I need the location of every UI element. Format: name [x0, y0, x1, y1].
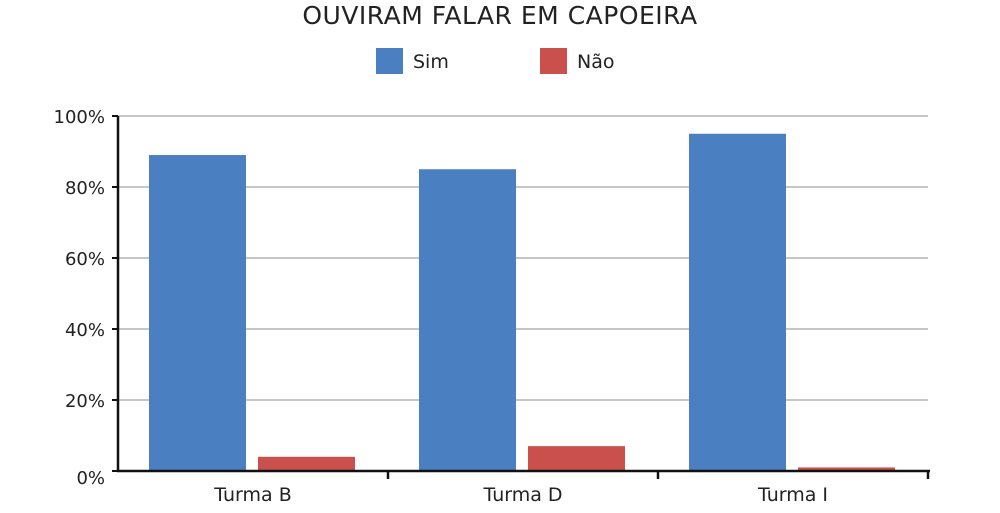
axes	[116, 116, 930, 473]
bar-turma-i-sim	[689, 133, 786, 471]
x-tick-label-turma-b: Turma B	[213, 484, 291, 506]
legend: Sim Não	[376, 48, 614, 74]
bar-turma-b-nao	[258, 456, 355, 471]
bar-turma-d-sim	[419, 169, 516, 471]
y-tick-label-40: 40%	[65, 320, 105, 341]
bar-turma-b-sim	[149, 155, 246, 472]
y-tick-label-60: 60%	[65, 249, 105, 270]
y-tick-label-80: 80%	[65, 178, 105, 199]
legend-swatch-sim	[376, 48, 403, 74]
y-axis-ticks: 0% 20% 40% 60% 80% 100%	[54, 107, 118, 489]
x-axis-ticks: Turma B Turma D Turma I	[213, 471, 930, 506]
bars	[149, 133, 895, 472]
y-tick-label-100: 100%	[54, 107, 105, 128]
bar-turma-i-nao	[798, 467, 895, 471]
bar-turma-d-nao	[528, 446, 625, 471]
legend-label-sim: Sim	[413, 51, 449, 73]
legend-swatch-nao	[540, 48, 567, 74]
legend-label-nao: Não	[577, 51, 614, 73]
y-tick-label-0: 0%	[76, 468, 105, 489]
gridlines	[118, 115, 928, 401]
chart-title: OUVIRAM FALAR EM CAPOEIRA	[302, 1, 697, 30]
x-tick-label-turma-i: Turma I	[757, 484, 828, 506]
y-tick-label-20: 20%	[65, 391, 105, 412]
x-tick-label-turma-d: Turma D	[482, 484, 562, 506]
